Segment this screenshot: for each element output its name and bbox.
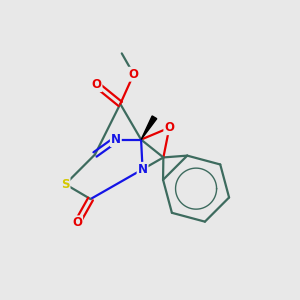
Text: N: N [111,133,121,146]
Text: N: N [138,163,148,176]
Polygon shape [141,116,157,140]
Text: O: O [92,78,101,91]
Text: O: O [164,121,174,134]
Text: S: S [61,178,70,191]
Text: O: O [129,68,139,81]
Text: O: O [72,216,82,229]
